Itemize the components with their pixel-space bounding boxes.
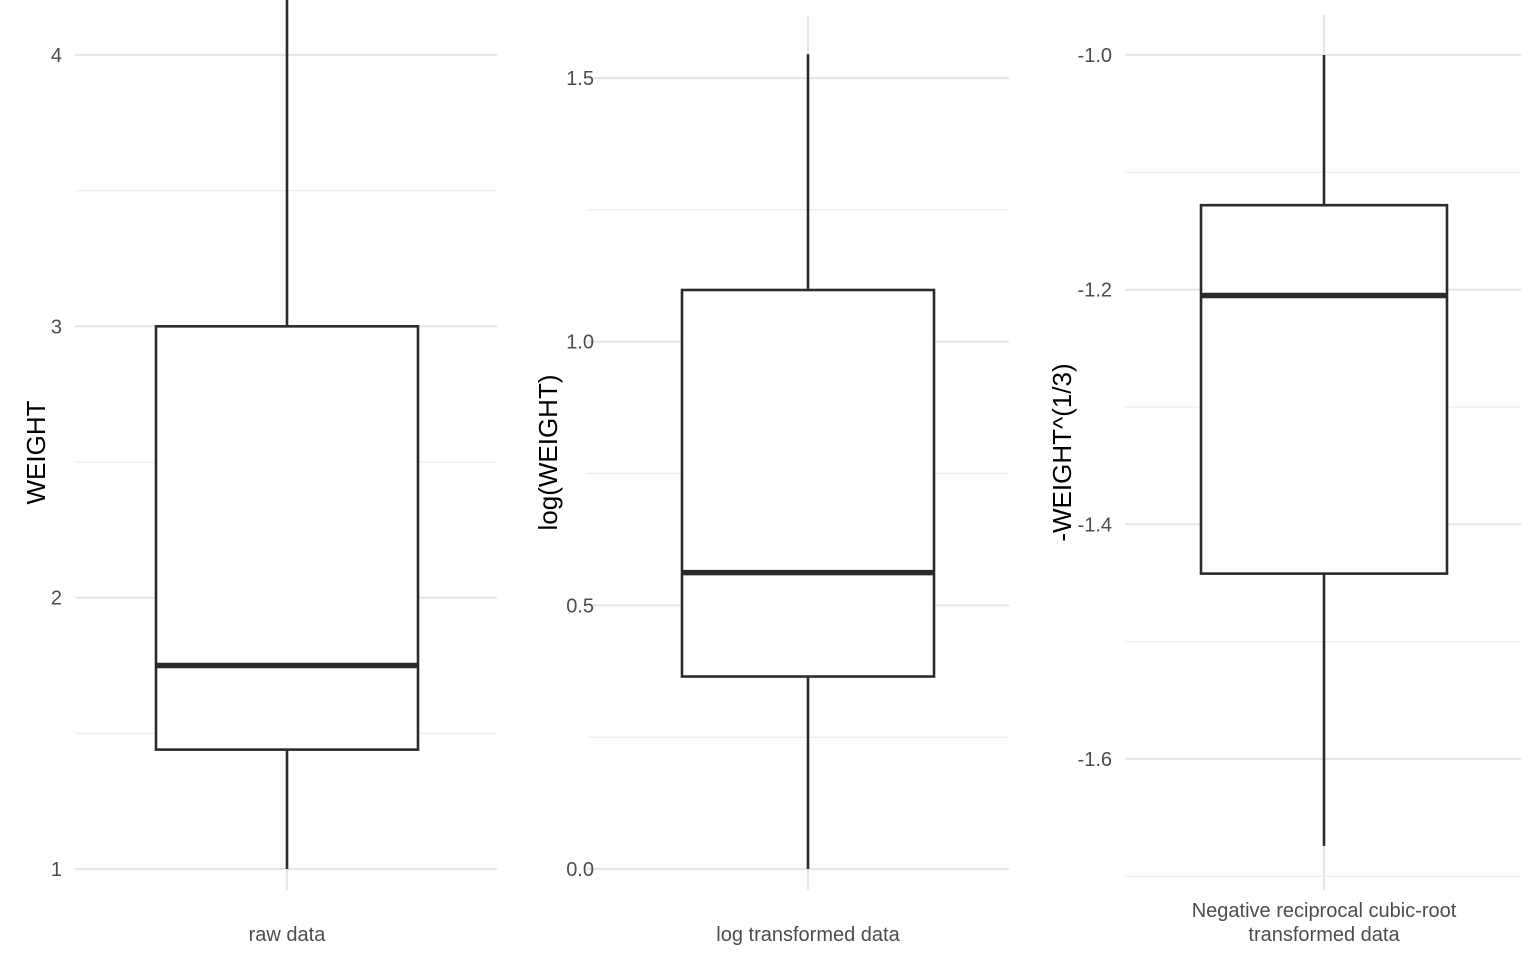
- y-tick-label: 0.5: [566, 595, 594, 617]
- y-tick-label: -1.2: [1078, 280, 1112, 302]
- iqr-box: [680, 288, 936, 678]
- x-category-label: transformed data: [1248, 924, 1400, 946]
- y-tick-label: 1.5: [566, 68, 594, 90]
- y-tick-label: -1.4: [1078, 514, 1112, 536]
- x-category-label: raw data: [249, 924, 327, 946]
- y-tick-label: 4: [51, 45, 62, 67]
- y-axis-label: -WEIGHT^(1/3): [1047, 363, 1077, 541]
- panel-1: 1 2 3 4 WEIGHT raw data: [21, 0, 497, 946]
- y-axis-label: WEIGHT: [21, 400, 51, 504]
- y-tick-label: 3: [51, 316, 62, 338]
- panel-3: -1.6 -1.4 -1.2 -1.0 -WEIGHT^(1/3) Negative re…: [1047, 15, 1521, 946]
- panel-2: 0.0 0.5 1.0 1.5 log(WEIGHT) log transformed d…: [533, 15, 1009, 946]
- y-axis-label: log(WEIGHT): [533, 375, 563, 531]
- iqr-box: [1199, 203, 1449, 575]
- y-tick-label: -1.6: [1078, 749, 1112, 771]
- x-category-label: log transformed data: [716, 924, 900, 946]
- y-tick-label: -1.0: [1078, 45, 1112, 67]
- y-tick-label: 1: [51, 859, 62, 881]
- x-category-label: Negative reciprocal cubic-root: [1192, 900, 1457, 922]
- iqr-box: [154, 325, 420, 751]
- y-tick-label: 1.0: [566, 332, 594, 354]
- y-tick-label: 2: [51, 588, 62, 610]
- y-tick-label: 0.0: [566, 859, 594, 881]
